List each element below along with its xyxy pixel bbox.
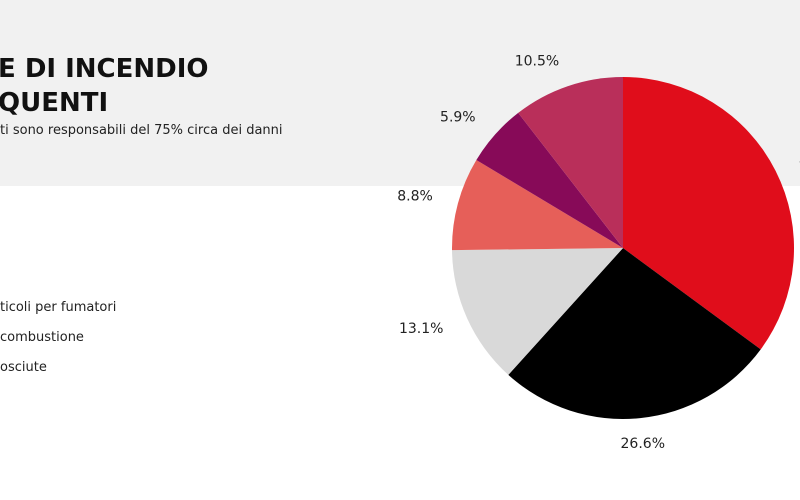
pie-slice [452, 248, 623, 375]
legend-label: combustione [0, 330, 84, 345]
value-label: 10.5% [515, 54, 559, 70]
value-label: 13.1% [399, 321, 443, 337]
pie-slice [508, 248, 761, 419]
pie-slice [518, 77, 623, 248]
pie-slice [476, 112, 623, 249]
legend-label: ticoli per fumatori [0, 300, 116, 315]
title-line: E DI INCENDIO [0, 54, 209, 84]
subtitle: ti sono responsabili del 75% circa dei d… [0, 123, 283, 138]
pie-slice [452, 160, 623, 251]
value-label: 8.8% [397, 189, 433, 205]
title-line: QUENTI [0, 88, 108, 118]
pie-slice [623, 77, 794, 350]
value-label: 26.6% [621, 436, 665, 452]
value-label: 35.1% [799, 151, 800, 167]
value-label: 5.9% [440, 109, 476, 125]
legend-label: osciute [0, 360, 47, 375]
